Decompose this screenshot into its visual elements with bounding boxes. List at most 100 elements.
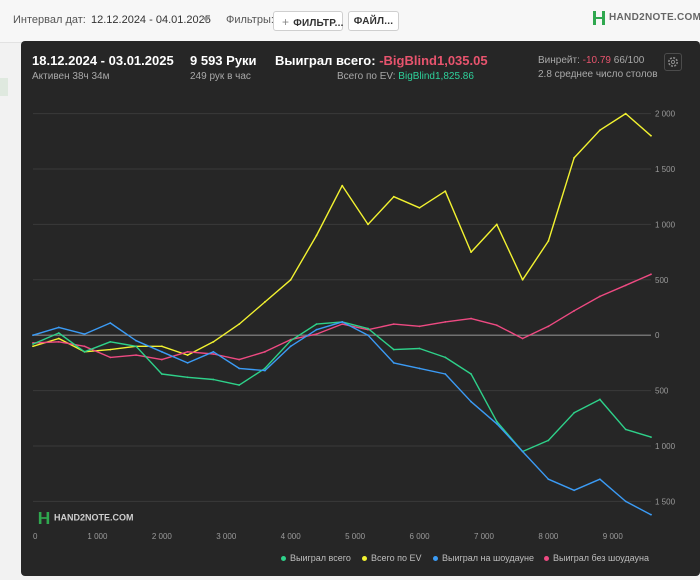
filters-label: Фильтры: bbox=[226, 14, 274, 26]
data-point bbox=[392, 323, 395, 326]
data-point bbox=[367, 334, 369, 337]
hands-rate: 249 рук в час bbox=[190, 71, 251, 82]
data-point bbox=[160, 350, 163, 353]
data-point bbox=[212, 350, 215, 353]
x-tick-label: 3 000 bbox=[216, 532, 237, 541]
data-point bbox=[341, 184, 344, 187]
data-point bbox=[547, 439, 550, 442]
data-point bbox=[547, 478, 550, 481]
data-point bbox=[264, 367, 266, 370]
x-tick-label: 9 000 bbox=[603, 532, 624, 541]
period-title: 18.12.2024 - 03.01.2025 bbox=[32, 53, 174, 68]
won-value: -BigBlind1,035.05 bbox=[379, 53, 488, 68]
data-point bbox=[418, 325, 421, 328]
data-point bbox=[264, 350, 266, 353]
graph-panel bbox=[21, 41, 700, 576]
legend-item-won[interactable]: Выиграл всего bbox=[281, 553, 351, 563]
legend-label: Выиграл без шоудауна bbox=[553, 553, 649, 563]
data-point bbox=[160, 373, 163, 375]
data-point bbox=[186, 350, 189, 353]
y-tick-label: 1 500 bbox=[655, 497, 676, 506]
data-point bbox=[57, 332, 60, 334]
data-point bbox=[186, 354, 189, 357]
data-point bbox=[521, 337, 524, 340]
data-point bbox=[470, 251, 472, 254]
data-point bbox=[624, 428, 627, 431]
data-point bbox=[573, 309, 576, 312]
data-point bbox=[83, 350, 86, 353]
toolbar: Интервал дат: 12.12.2024 - 04.01.2025 Фи… bbox=[0, 0, 700, 43]
date-range-select[interactable]: 12.12.2024 - 04.01.2025 bbox=[91, 14, 211, 26]
chevron-down-icon[interactable] bbox=[202, 17, 210, 22]
data-point bbox=[32, 343, 34, 345]
series-no-showdown-line bbox=[32, 273, 652, 361]
data-point bbox=[264, 301, 266, 303]
data-point bbox=[599, 478, 601, 481]
file-button-label: ФАЙЛ... bbox=[353, 16, 394, 27]
data-point bbox=[315, 234, 318, 237]
data-point bbox=[624, 500, 627, 503]
data-point bbox=[495, 420, 498, 423]
data-point bbox=[160, 358, 163, 361]
data-point bbox=[444, 356, 447, 359]
data-point bbox=[547, 240, 550, 242]
data-point bbox=[624, 112, 627, 115]
data-point bbox=[186, 376, 189, 379]
x-axis: 0 1 000 2 000 3 000 4 000 5 000 6 000 7 000 8 00… bbox=[33, 532, 623, 541]
data-point bbox=[315, 333, 318, 335]
data-point bbox=[57, 337, 60, 340]
data-point bbox=[367, 223, 369, 226]
watermark-logo-icon bbox=[38, 512, 50, 524]
data-point bbox=[444, 373, 447, 375]
data-point bbox=[521, 450, 524, 453]
legend-item-ev[interactable]: Всего по EV bbox=[362, 553, 421, 563]
series-won-line bbox=[32, 321, 652, 453]
legend-dot bbox=[362, 556, 367, 562]
data-point bbox=[289, 345, 292, 348]
data-point bbox=[212, 340, 215, 343]
legend-item-showdown[interactable]: Выиграл на шоудауне bbox=[433, 553, 534, 563]
filter-button[interactable]: + ФИЛЬТР... bbox=[273, 11, 343, 31]
data-point bbox=[495, 223, 498, 226]
data-point bbox=[573, 157, 576, 159]
data-point bbox=[470, 373, 472, 375]
data-point bbox=[650, 513, 652, 516]
data-point bbox=[160, 345, 163, 348]
y-tick-label: 500 bbox=[655, 276, 669, 285]
data-point bbox=[599, 295, 601, 298]
data-point bbox=[444, 190, 447, 193]
app-logo: HAND2NOTE.COM bbox=[593, 11, 700, 25]
data-point bbox=[599, 129, 601, 132]
x-tick-label: 6 000 bbox=[410, 532, 431, 541]
x-tick-label: 5 000 bbox=[345, 532, 366, 541]
data-point bbox=[32, 334, 34, 337]
data-point bbox=[238, 367, 241, 370]
data-point bbox=[367, 327, 369, 330]
file-button[interactable]: ФАЙЛ... bbox=[348, 11, 399, 31]
settings-button[interactable] bbox=[664, 53, 682, 71]
won-label: Выиграл всего: bbox=[275, 53, 376, 68]
winrate-denom: 66/100 bbox=[613, 55, 645, 66]
legend-dot bbox=[544, 556, 549, 562]
data-point bbox=[650, 436, 652, 439]
data-point bbox=[418, 347, 421, 350]
data-point bbox=[521, 278, 524, 281]
data-point bbox=[573, 411, 576, 414]
series-showdown-line bbox=[32, 321, 652, 516]
series-ev-line bbox=[32, 112, 652, 356]
watermark-text: HAND2NOTE.COM bbox=[54, 512, 134, 523]
plus-icon: + bbox=[282, 15, 290, 29]
winrate-label: Винрейт: bbox=[538, 55, 580, 66]
legend-item-no-showdown[interactable]: Выиграл без шоудауна bbox=[544, 553, 649, 563]
data-point bbox=[83, 345, 86, 348]
legend-label: Выиграл всего bbox=[290, 553, 351, 563]
y-tick-label: 1 500 bbox=[655, 165, 676, 174]
data-point bbox=[341, 323, 344, 326]
y-tick-label: 1 000 bbox=[655, 442, 676, 451]
y-axis: 2 000 1 500 1 000 500 0 500 1 000 1 500 bbox=[655, 110, 676, 507]
ev-total: Всего по EV: BigBlind1,825.86 bbox=[337, 71, 474, 82]
won-total: Выиграл всего: -BigBlind1,035.05 bbox=[275, 53, 488, 68]
data-point bbox=[238, 323, 241, 326]
data-point bbox=[418, 206, 421, 209]
